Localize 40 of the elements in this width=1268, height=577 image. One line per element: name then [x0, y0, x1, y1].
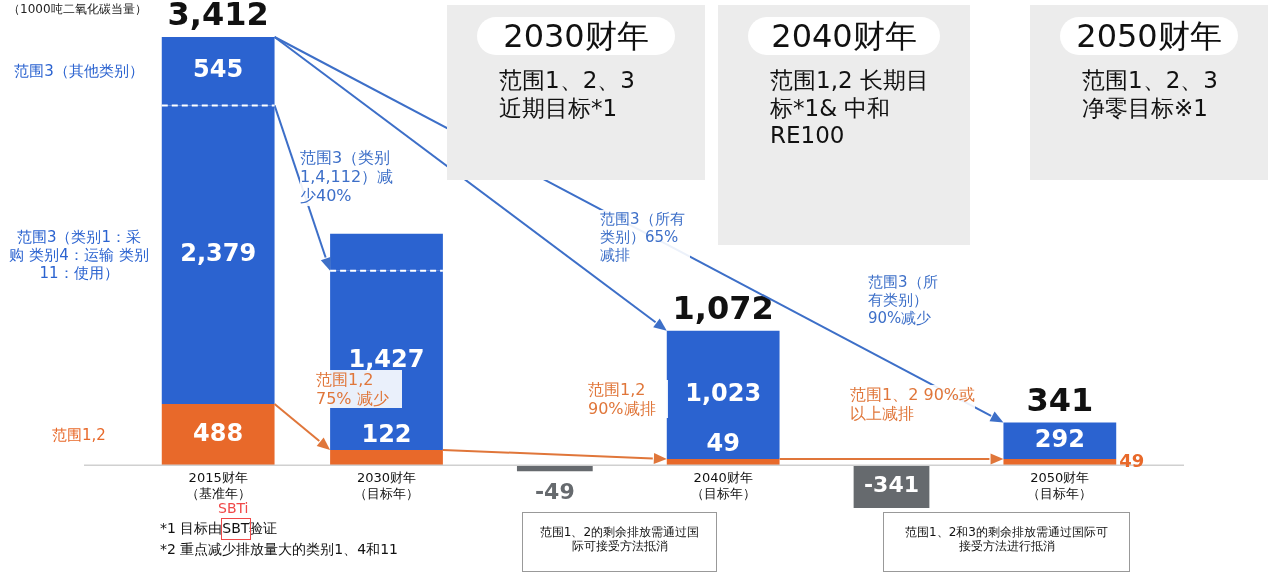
- annotation: 范围1,2 75% 减少: [316, 370, 402, 409]
- data-label: 545: [193, 55, 244, 84]
- annotation: SBTi: [218, 500, 249, 517]
- data-label: 488: [193, 418, 244, 447]
- annotation: 范围1、2、3净零目标※1: [1082, 67, 1219, 123]
- data-label: 1,023: [685, 379, 762, 408]
- x-tick-label: 2030财年（目标年）: [353, 470, 420, 502]
- data-label: 2,379: [180, 238, 257, 267]
- annotation: 范围3（类别1,4,112）减少40%: [300, 148, 408, 206]
- data-label: 49: [1119, 449, 1145, 471]
- annotation: 范围3（所有类别）65%减排: [600, 210, 690, 264]
- data-label: 292: [1034, 424, 1085, 453]
- data-label: -341: [863, 472, 920, 498]
- annotation: 2030财年: [477, 17, 675, 56]
- data-label: -49: [534, 479, 575, 505]
- text: 范围1、2的剩余排放需通过国际可接受方法抵消: [522, 512, 717, 572]
- annotation: 范围1、2、3 近期目标*1: [499, 67, 636, 123]
- annotation: 范围1,2 长期目标*1& 中和 RE100: [770, 67, 930, 150]
- x-tick-label: 2015财年（基准年）: [184, 470, 252, 502]
- data-label: 49: [706, 429, 740, 458]
- bar: [330, 449, 443, 466]
- x-tick-label: 2040财年（目标年）: [689, 470, 757, 502]
- total-label: 3,412: [167, 0, 269, 34]
- annotation: 2050财年: [1060, 17, 1238, 56]
- text: 范围1、2和3的剩余排放需通过国际可接受方法进行抵消: [883, 512, 1130, 572]
- annotation: 2040财年: [748, 17, 940, 56]
- annotation: 范围1,2 90%减排: [588, 380, 668, 419]
- annotation: 范围1、2 90%或以上减排: [850, 385, 976, 424]
- series-label: 范围3（其他类别）: [13, 62, 145, 81]
- annotation: 范围3（所有类别）90%减少: [868, 273, 948, 327]
- total-label: 341: [1026, 380, 1094, 419]
- data-label: 122: [361, 420, 412, 449]
- text: *2 重点减少排放量大的类别1、4和11: [160, 541, 398, 558]
- bar: [666, 330, 780, 460]
- series-label: 范围3（类别1：采购 类别4：运输 类别11：使用）: [8, 227, 150, 282]
- x-tick-label: 2050财年（目标年）: [1026, 470, 1094, 502]
- text: 范围1,2: [51, 425, 107, 444]
- total-label: 1,072: [672, 288, 774, 327]
- y-axis-title: （1000吨二氧化碳当量）: [8, 2, 147, 17]
- data-label: 1,427: [348, 344, 425, 373]
